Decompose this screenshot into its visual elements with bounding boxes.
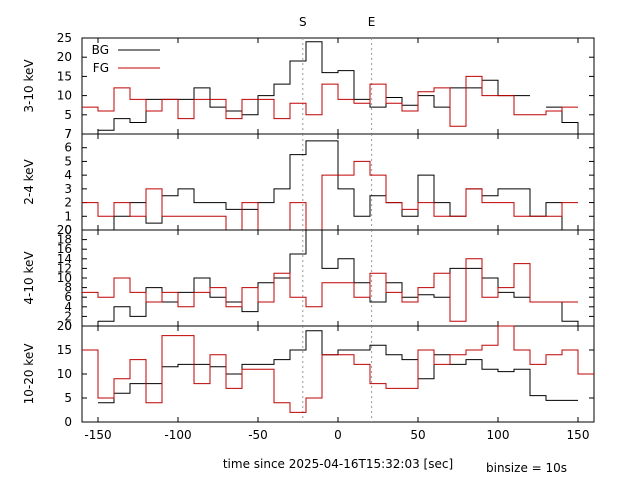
panel-frame: [81, 325, 595, 423]
y-tick-label: 10: [57, 89, 72, 103]
series-bg-line: [98, 140, 578, 231]
series-bg-line: [98, 229, 594, 327]
y-tick-label: 5: [64, 154, 72, 168]
series-fg-line: [82, 75, 578, 127]
x-tick-label: 50: [410, 428, 425, 442]
y-tick-label: 7: [64, 127, 72, 141]
y-tick-label: 0: [64, 223, 72, 237]
series-fg-line: [82, 160, 578, 231]
series-fg-line: [82, 258, 578, 322]
y-tick-label: 0: [64, 415, 72, 429]
series-bg-line: [98, 41, 594, 135]
y-tick-label: 10: [57, 271, 72, 285]
y-tick-label: 12: [57, 261, 72, 275]
marker-label-e: E: [368, 15, 376, 29]
y-tick-label: 1: [64, 209, 72, 223]
x-tick-label: -50: [248, 428, 268, 442]
y-tick-label: 4: [64, 300, 72, 314]
x-tick-label: -100: [164, 428, 191, 442]
x-tick-label: 100: [487, 428, 510, 442]
legend-label-fg: FG: [93, 61, 109, 75]
y-tick-label: 20: [57, 223, 72, 237]
y-tick-label: 8: [64, 281, 72, 295]
y-tick-label: 2: [64, 196, 72, 210]
y-tick-label: 15: [57, 69, 72, 83]
panel-4: 0 5 10 15 20 10-20 keV -150 -100 -50 0 50 100 150: [22, 319, 595, 442]
series-bg-line: [98, 330, 578, 404]
y-tick-label: 2: [64, 309, 72, 323]
y-tick-label: 18: [57, 233, 72, 247]
y-tick-label: 10: [57, 367, 72, 381]
panel-frame: [81, 229, 595, 327]
y-tick-label: 16: [57, 242, 72, 256]
legend: BG FG: [92, 43, 160, 75]
x-tick-label: 150: [567, 428, 590, 442]
x-tick-label: 0: [334, 428, 342, 442]
y-axis-label: 2-4 keV: [22, 158, 36, 204]
y-tick-label: 4: [64, 168, 72, 182]
y-axis-label: 4-10 keV: [22, 251, 36, 305]
y-tick-label: 5: [64, 391, 72, 405]
x-tick-label: -150: [84, 428, 111, 442]
y-axis-label: 10-20 keV: [22, 343, 36, 405]
y-tick-label: 6: [64, 290, 72, 304]
y-tick-label: 6: [64, 141, 72, 155]
legend-label-bg: BG: [92, 43, 109, 57]
series-fg-line: [82, 325, 594, 413]
binsize-note: binsize = 10s: [486, 461, 567, 475]
y-tick-label: 20: [57, 319, 72, 333]
y-tick-label: 25: [57, 31, 72, 45]
y-tick-label: 15: [57, 343, 72, 357]
marker-label-s: S: [299, 15, 307, 29]
y-tick-label: 5: [64, 108, 72, 122]
y-tick-label: 20: [57, 50, 72, 64]
y-axis-label: 3-10 keV: [22, 59, 36, 113]
y-tick-label: 14: [57, 252, 72, 266]
y-tick-label: 3: [64, 182, 72, 196]
y-tick-label: 0: [64, 319, 72, 333]
x-axis-label: time since 2025-04-16T15:32:03 [sec]: [223, 457, 453, 471]
y-tick-label: 7: [64, 127, 72, 141]
